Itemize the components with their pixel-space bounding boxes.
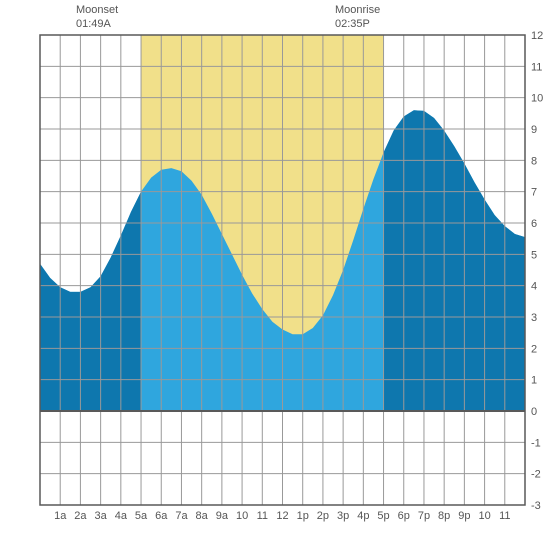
- x-tick-label: 5a: [135, 510, 148, 522]
- y-tick-label: 4: [531, 281, 537, 293]
- x-tick-label: 5p: [377, 510, 389, 522]
- y-tick-label: 6: [531, 218, 537, 230]
- y-tick-label: 1: [531, 375, 537, 387]
- y-tick-label: 5: [531, 249, 537, 261]
- moonset-label: Moonset: [76, 3, 118, 17]
- y-tick-label: -3: [531, 500, 541, 512]
- moonrise-annotation: Moonrise 02:35P: [335, 3, 380, 32]
- moonrise-label: Moonrise: [335, 3, 380, 17]
- tide-chart: Moonset 01:49A Moonrise 02:35P 121110987…: [0, 0, 550, 550]
- y-tick-label: -1: [531, 437, 541, 449]
- x-tick-label: 6p: [398, 510, 410, 522]
- y-tick-label: 8: [531, 155, 537, 167]
- x-tick-label: 3a: [95, 510, 108, 522]
- moonset-time: 01:49A: [76, 17, 118, 31]
- moonrise-time: 02:35P: [335, 17, 380, 31]
- x-tick-label: 3p: [337, 510, 349, 522]
- x-tick-label: 10: [236, 510, 248, 522]
- y-tick-label: 2: [531, 343, 537, 355]
- y-tick-label: 9: [531, 124, 537, 136]
- x-tick-label: 1a: [54, 510, 67, 522]
- x-tick-label: 9p: [458, 510, 470, 522]
- x-tick-label: 2p: [317, 510, 329, 522]
- x-tick-label: 7p: [418, 510, 430, 522]
- y-tick-label: 3: [531, 312, 537, 324]
- x-tick-label: 4a: [115, 510, 128, 522]
- x-tick-label: 2a: [74, 510, 87, 522]
- x-tick-label: 7a: [175, 510, 188, 522]
- x-tick-label: 11: [499, 510, 510, 522]
- chart-svg: 1211109876543210-1-2-31a2a3a4a5a6a7a8a9a…: [0, 0, 550, 550]
- y-tick-label: 7: [531, 187, 537, 199]
- x-tick-label: 1p: [297, 510, 309, 522]
- x-tick-label: 8a: [196, 510, 209, 522]
- y-tick-label: 0: [531, 406, 537, 418]
- x-tick-label: 9a: [216, 510, 229, 522]
- moonset-annotation: Moonset 01:49A: [76, 3, 118, 32]
- x-tick-label: 4p: [357, 510, 369, 522]
- y-tick-label: 11: [531, 61, 542, 73]
- x-tick-label: 12: [276, 510, 288, 522]
- x-tick-label: 8p: [438, 510, 450, 522]
- y-tick-label: 10: [531, 93, 543, 105]
- x-tick-label: 11: [257, 510, 268, 522]
- y-tick-label: -2: [531, 469, 541, 481]
- x-tick-label: 10: [478, 510, 490, 522]
- y-tick-label: 12: [531, 30, 543, 42]
- x-tick-label: 6a: [155, 510, 168, 522]
